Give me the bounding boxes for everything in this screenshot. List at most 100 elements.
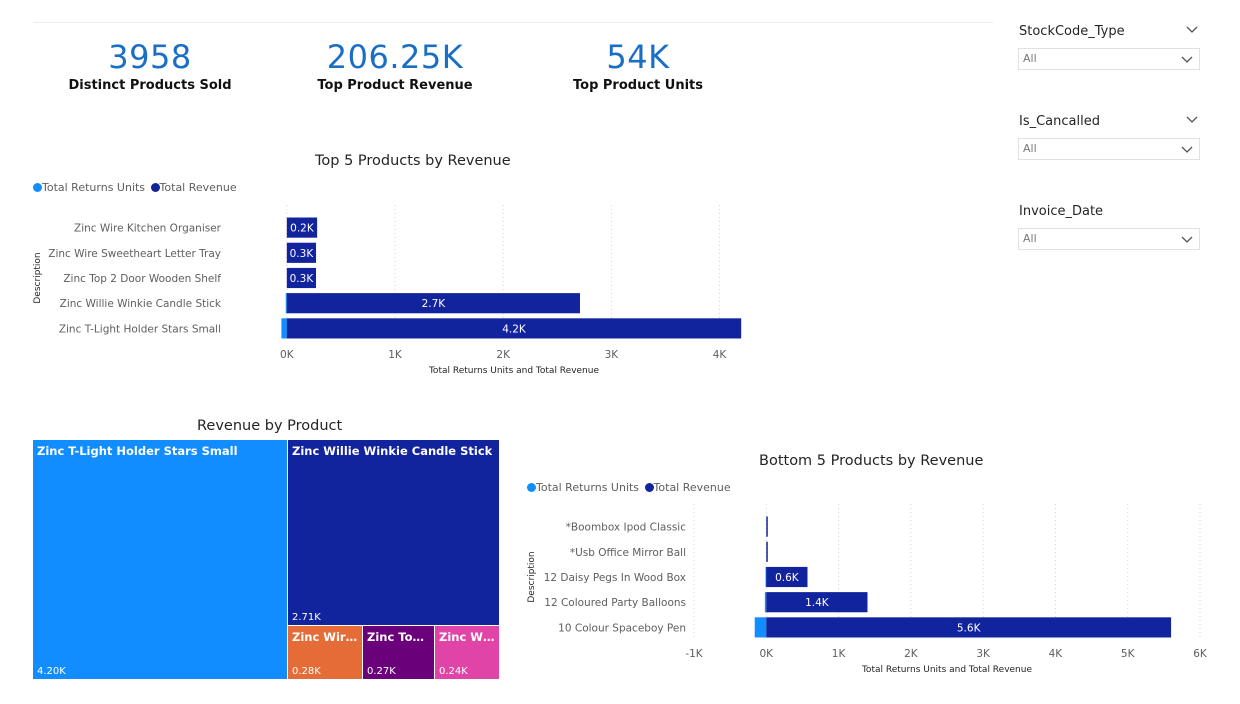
chevron-down-icon[interactable] bbox=[1186, 116, 1198, 124]
treemap-cell-value: 0.28K bbox=[292, 666, 321, 677]
kpi-top-product-units: 54K Top Product Units bbox=[528, 38, 748, 93]
top5-legend: Total Returns Units Total Revenue bbox=[33, 181, 239, 194]
bar-returns[interactable] bbox=[285, 293, 287, 314]
category-label: Zinc T-Light Holder Stars Small bbox=[59, 323, 221, 335]
slicer-dropdown[interactable]: All bbox=[1018, 48, 1200, 70]
bar-revenue[interactable] bbox=[766, 566, 808, 588]
data-label: 0.2K bbox=[290, 223, 315, 235]
treemap-cell[interactable]: Zinc Wir...0.24K bbox=[435, 626, 500, 680]
bar-returns[interactable] bbox=[765, 566, 767, 588]
x-tick-label: 3K bbox=[976, 648, 991, 660]
legend-revenue-label: Total Revenue bbox=[159, 181, 237, 194]
bar-revenue[interactable] bbox=[766, 516, 768, 537]
category-label: *Boombox Ipod Classic bbox=[566, 522, 687, 534]
data-label: 5.6K bbox=[957, 622, 982, 634]
treemap-cell[interactable]: Zinc Willie Winkie Candle Stick 2.71K bbox=[288, 440, 500, 626]
x-axis-label: Total Returns Units and Total Revenue bbox=[861, 665, 1032, 675]
treemap-cell-label: Zinc Willie Winkie Candle Stick bbox=[292, 444, 493, 458]
legend-revenue-label: Total Revenue bbox=[653, 481, 731, 494]
x-tick-label: 1K bbox=[388, 349, 403, 361]
slicer-value: All bbox=[1023, 232, 1037, 245]
legend-revenue-marker bbox=[644, 483, 654, 492]
slicer-title: Invoice_Date bbox=[1019, 204, 1104, 219]
x-tick-label: 2K bbox=[904, 648, 919, 660]
treemap-cell-value: 2.71K bbox=[292, 612, 321, 623]
slicer-stockcode-type[interactable]: StockCode_Type All bbox=[1018, 22, 1203, 72]
chevron-down-icon[interactable] bbox=[1186, 26, 1198, 34]
revenue-treemap[interactable]: Zinc T-Light Holder Stars Small 4.20K Zinc… bbox=[33, 440, 500, 680]
data-label: 4.2K bbox=[502, 323, 527, 335]
category-label: Zinc Top 2 Door Wooden Shelf bbox=[63, 273, 221, 285]
x-tick-label: 0K bbox=[759, 648, 774, 660]
slicer-value: All bbox=[1023, 52, 1037, 65]
bar-revenue[interactable] bbox=[766, 592, 868, 613]
data-label: 0.3K bbox=[290, 248, 315, 260]
x-tick-label: -1K bbox=[685, 648, 703, 660]
category-label: 12 Coloured Party Balloons bbox=[544, 597, 686, 609]
x-tick-label: 5K bbox=[1121, 648, 1136, 660]
x-axis-label: Total Returns Units and Total Revenue bbox=[428, 366, 599, 376]
x-tick-label: 1K bbox=[832, 648, 847, 660]
treemap-cell[interactable]: Zinc Wire ...0.28K bbox=[288, 626, 363, 680]
kpi-value: 3958 bbox=[108, 38, 192, 76]
bar-revenue[interactable] bbox=[286, 217, 318, 238]
x-tick-label: 4K bbox=[713, 349, 728, 361]
bar-returns[interactable] bbox=[281, 318, 287, 339]
legend-revenue-marker bbox=[150, 183, 160, 192]
treemap-cell[interactable]: Zinc Top ... 0.27K bbox=[363, 626, 435, 680]
bar-revenue[interactable] bbox=[286, 267, 317, 289]
chevron-down-icon bbox=[1181, 56, 1193, 63]
top5-chart-title: Top 5 Products by Revenue bbox=[315, 153, 511, 169]
legend-returns-marker bbox=[527, 483, 536, 492]
slicer-is-cancalled[interactable]: Is_Cancalled All bbox=[1018, 112, 1203, 162]
slicer-title: StockCode_Type bbox=[1019, 24, 1125, 39]
x-tick-label: 6K bbox=[1193, 648, 1208, 660]
data-label: 0.6K bbox=[775, 572, 800, 584]
y-axis-label: Description bbox=[527, 551, 537, 602]
category-label: Zinc Wire Sweetheart Letter Tray bbox=[48, 248, 221, 260]
top5-chart[interactable]: 0K 1K 2K 3K 4K Total Returns Units and Total … bbox=[0, 200, 780, 390]
treemap-cell[interactable]: Zinc T-Light Holder Stars Small 4.20K bbox=[33, 440, 288, 680]
y-axis-label: Description bbox=[33, 252, 43, 303]
bar-revenue[interactable] bbox=[286, 242, 317, 263]
x-tick-label: 2K bbox=[496, 349, 511, 361]
bottom5-chart-title: Bottom 5 Products by Revenue bbox=[759, 453, 984, 469]
bar-revenue[interactable] bbox=[286, 293, 580, 314]
category-label: 10 Colour Spaceboy Pen bbox=[558, 622, 686, 634]
treemap-title: Revenue by Product bbox=[197, 418, 343, 434]
category-label: 12 Daisy Pegs In Wood Box bbox=[544, 572, 686, 584]
top-divider bbox=[33, 22, 993, 23]
kpi-label: Top Product Revenue bbox=[317, 78, 473, 93]
legend-returns-label: Total Returns Units bbox=[42, 181, 146, 194]
slicer-dropdown[interactable]: All bbox=[1018, 138, 1200, 160]
slicer-dropdown[interactable]: All bbox=[1018, 228, 1200, 250]
treemap-cell-label: Zinc T-Light Holder Stars Small bbox=[37, 444, 238, 458]
chevron-down-icon bbox=[1181, 236, 1193, 243]
bar-revenue[interactable] bbox=[766, 541, 768, 562]
legend-returns-marker bbox=[33, 183, 42, 192]
slicer-invoice-date[interactable]: Invoice_Date All bbox=[1018, 202, 1203, 252]
bar-returns[interactable] bbox=[754, 617, 767, 638]
bottom5-chart[interactable]: -1K 0K 1K 2K 3K 4K 5K 6K Total Returns Units and… bbox=[0, 500, 1240, 690]
kpi-distinct-products: 3958 Distinct Products Sold bbox=[40, 38, 260, 93]
bar-revenue[interactable] bbox=[286, 318, 742, 339]
kpi-label: Top Product Units bbox=[573, 78, 703, 93]
treemap-cell-value: 0.24K bbox=[439, 666, 468, 677]
bottom5-legend: Total Returns Units Total Revenue bbox=[527, 481, 733, 494]
bar-returns[interactable] bbox=[764, 592, 767, 613]
kpi-value: 206.25K bbox=[326, 38, 464, 76]
data-label: 1.4K bbox=[805, 597, 830, 609]
category-label: Zinc Wire Kitchen Organiser bbox=[74, 223, 222, 235]
legend-returns-label: Total Returns Units bbox=[536, 481, 640, 494]
treemap-cell-value: 0.27K bbox=[367, 666, 396, 677]
category-label: *Usb Office Mirror Ball bbox=[570, 547, 686, 559]
kpi-top-product-revenue: 206.25K Top Product Revenue bbox=[285, 38, 505, 93]
x-tick-label: 3K bbox=[605, 349, 620, 361]
data-label: 0.3K bbox=[290, 273, 315, 285]
bar-revenue[interactable] bbox=[766, 617, 1172, 638]
slicer-title: Is_Cancalled bbox=[1019, 114, 1100, 129]
treemap-cell-value: 4.20K bbox=[37, 666, 66, 677]
data-label: 2.7K bbox=[422, 298, 447, 310]
chevron-down-icon bbox=[1181, 146, 1193, 153]
category-label: Zinc Willie Winkie Candle Stick bbox=[60, 298, 222, 310]
